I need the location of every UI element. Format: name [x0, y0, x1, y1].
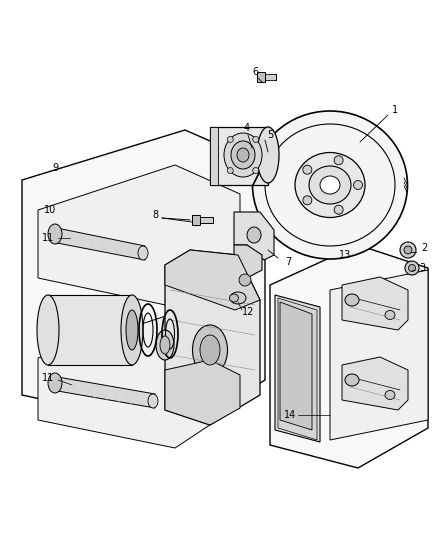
- Ellipse shape: [200, 335, 220, 365]
- Ellipse shape: [265, 124, 395, 246]
- Circle shape: [353, 181, 363, 190]
- Polygon shape: [342, 277, 408, 330]
- Polygon shape: [330, 270, 428, 440]
- Polygon shape: [278, 298, 317, 440]
- Text: 14: 14: [284, 410, 296, 420]
- Ellipse shape: [345, 294, 359, 306]
- Polygon shape: [38, 313, 240, 448]
- Text: 6: 6: [252, 67, 258, 77]
- Ellipse shape: [156, 330, 174, 360]
- Ellipse shape: [230, 294, 239, 302]
- Text: 1: 1: [392, 105, 398, 115]
- Circle shape: [405, 261, 419, 275]
- Text: 2: 2: [421, 243, 427, 253]
- Polygon shape: [48, 295, 132, 365]
- Ellipse shape: [192, 325, 227, 375]
- Circle shape: [334, 205, 343, 214]
- Ellipse shape: [224, 133, 262, 177]
- Ellipse shape: [385, 311, 395, 319]
- Polygon shape: [38, 165, 240, 307]
- Polygon shape: [165, 250, 260, 425]
- Text: 8: 8: [152, 210, 158, 220]
- Ellipse shape: [247, 227, 261, 243]
- Ellipse shape: [237, 148, 249, 162]
- Circle shape: [253, 167, 259, 174]
- Text: 13: 13: [339, 250, 351, 260]
- Ellipse shape: [138, 246, 148, 260]
- Polygon shape: [280, 302, 312, 430]
- Text: 11: 11: [42, 233, 54, 243]
- Ellipse shape: [309, 166, 351, 204]
- Ellipse shape: [48, 373, 62, 393]
- Text: 9: 9: [52, 163, 58, 173]
- Ellipse shape: [148, 394, 158, 408]
- Text: 4: 4: [244, 123, 250, 133]
- Circle shape: [303, 165, 312, 174]
- Ellipse shape: [257, 127, 279, 183]
- Ellipse shape: [37, 295, 59, 365]
- Ellipse shape: [160, 336, 170, 354]
- Ellipse shape: [48, 224, 62, 244]
- Ellipse shape: [320, 176, 340, 194]
- Polygon shape: [52, 227, 145, 260]
- Text: 10: 10: [44, 205, 56, 215]
- Polygon shape: [165, 360, 240, 425]
- Polygon shape: [210, 127, 268, 185]
- Polygon shape: [210, 127, 218, 185]
- Polygon shape: [192, 215, 200, 225]
- Circle shape: [227, 167, 233, 174]
- Polygon shape: [342, 357, 408, 410]
- Circle shape: [253, 136, 259, 142]
- Text: 11: 11: [42, 373, 54, 383]
- Ellipse shape: [345, 374, 359, 386]
- Polygon shape: [192, 217, 213, 223]
- Circle shape: [227, 136, 233, 142]
- Polygon shape: [165, 250, 260, 310]
- Circle shape: [239, 274, 251, 286]
- Circle shape: [334, 156, 343, 165]
- Text: 3: 3: [419, 263, 425, 273]
- Polygon shape: [234, 245, 262, 278]
- Ellipse shape: [252, 111, 407, 259]
- Circle shape: [404, 246, 412, 254]
- Polygon shape: [275, 295, 320, 442]
- Polygon shape: [257, 72, 265, 82]
- Circle shape: [400, 242, 416, 258]
- Ellipse shape: [231, 141, 255, 169]
- Circle shape: [303, 196, 312, 205]
- Polygon shape: [52, 376, 155, 408]
- Polygon shape: [22, 130, 265, 430]
- Ellipse shape: [121, 295, 143, 365]
- Ellipse shape: [385, 391, 395, 400]
- Ellipse shape: [295, 152, 365, 217]
- Ellipse shape: [230, 292, 246, 304]
- Polygon shape: [270, 245, 428, 468]
- Ellipse shape: [126, 310, 138, 350]
- Text: 12: 12: [242, 307, 254, 317]
- Polygon shape: [234, 212, 274, 260]
- Polygon shape: [257, 74, 276, 80]
- Text: 7: 7: [285, 257, 291, 267]
- Text: 5: 5: [267, 130, 273, 140]
- Circle shape: [409, 264, 416, 271]
